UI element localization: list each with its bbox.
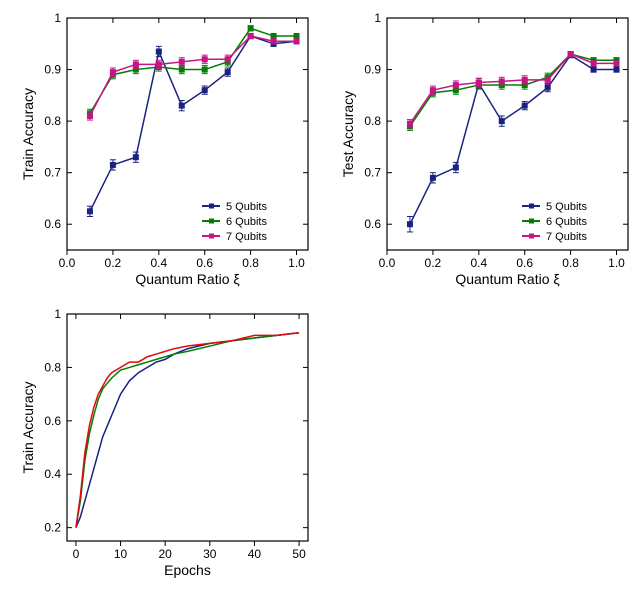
svg-text:6 Qubits: 6 Qubits xyxy=(226,216,267,228)
chart-a: 0.0 0.2 0.4 0.6 0.8 1.0 0.6 0.7 0.8 0.9 1 Quantum R… xyxy=(5,4,320,294)
panel-c: 0 10 20 30 40 50 0.2 0.4 0.6 0.8 1 Epochs Train Accu… xyxy=(5,300,320,585)
svg-text:7 Qubits: 7 Qubits xyxy=(226,231,267,243)
svg-text:30: 30 xyxy=(203,547,217,561)
svg-text:0.9: 0.9 xyxy=(364,63,381,77)
svg-text:0.4: 0.4 xyxy=(470,256,487,270)
svg-text:Test Accuracy: Test Accuracy xyxy=(340,91,356,177)
svg-text:0.6: 0.6 xyxy=(364,217,381,231)
svg-text:0: 0 xyxy=(73,547,80,561)
svg-text:1.0: 1.0 xyxy=(288,256,305,270)
chart-b: 0.0 0.2 0.4 0.6 0.8 1.0 0.6 0.7 0.8 0.9 1 Quantum R… xyxy=(325,4,640,294)
svg-text:0.2: 0.2 xyxy=(44,521,61,535)
svg-text:1: 1 xyxy=(54,307,61,321)
svg-text:Train Accuracy: Train Accuracy xyxy=(20,381,36,473)
svg-text:20: 20 xyxy=(159,547,173,561)
svg-text:6 Qubits: 6 Qubits xyxy=(546,216,587,228)
svg-text:5 Qubits: 5 Qubits xyxy=(546,201,587,213)
svg-text:0.8: 0.8 xyxy=(242,256,259,270)
svg-text:0.4: 0.4 xyxy=(44,467,61,481)
svg-text:1.0: 1.0 xyxy=(608,256,625,270)
svg-text:0.7: 0.7 xyxy=(364,166,381,180)
svg-text:0.6: 0.6 xyxy=(44,217,61,231)
svg-text:0.8: 0.8 xyxy=(364,114,381,128)
svg-text:0.6: 0.6 xyxy=(196,256,213,270)
svg-text:0.8: 0.8 xyxy=(44,114,61,128)
svg-text:Epochs: Epochs xyxy=(164,562,211,578)
svg-text:0.0: 0.0 xyxy=(379,256,396,270)
svg-text:0.7: 0.7 xyxy=(44,166,61,180)
svg-text:Train Accuracy: Train Accuracy xyxy=(20,88,36,180)
chart-c: 0 10 20 30 40 50 0.2 0.4 0.6 0.8 1 Epochs Train Accu… xyxy=(5,300,320,585)
svg-text:0.6: 0.6 xyxy=(44,414,61,428)
svg-text:40: 40 xyxy=(248,547,262,561)
svg-text:10: 10 xyxy=(114,547,128,561)
panel-a: 0.0 0.2 0.4 0.6 0.8 1.0 0.6 0.7 0.8 0.9 1 Quantum R… xyxy=(5,4,320,294)
svg-text:Quantum Ratio ξ: Quantum Ratio ξ xyxy=(135,271,239,287)
svg-text:1: 1 xyxy=(54,11,61,25)
svg-text:0.9: 0.9 xyxy=(44,63,61,77)
svg-text:0.8: 0.8 xyxy=(562,256,579,270)
panel-b: 0.0 0.2 0.4 0.6 0.8 1.0 0.6 0.7 0.8 0.9 1 Quantum R… xyxy=(325,4,640,294)
svg-text:Quantum Ratio ξ: Quantum Ratio ξ xyxy=(455,271,559,287)
svg-text:0.2: 0.2 xyxy=(425,256,442,270)
svg-text:0.0: 0.0 xyxy=(59,256,76,270)
svg-text:0.8: 0.8 xyxy=(44,360,61,374)
svg-text:0.4: 0.4 xyxy=(150,256,167,270)
svg-text:7 Qubits: 7 Qubits xyxy=(546,231,587,243)
svg-text:5 Qubits: 5 Qubits xyxy=(226,201,267,213)
svg-text:0.6: 0.6 xyxy=(516,256,533,270)
svg-text:1: 1 xyxy=(374,11,381,25)
svg-text:50: 50 xyxy=(292,547,306,561)
svg-text:0.2: 0.2 xyxy=(105,256,122,270)
